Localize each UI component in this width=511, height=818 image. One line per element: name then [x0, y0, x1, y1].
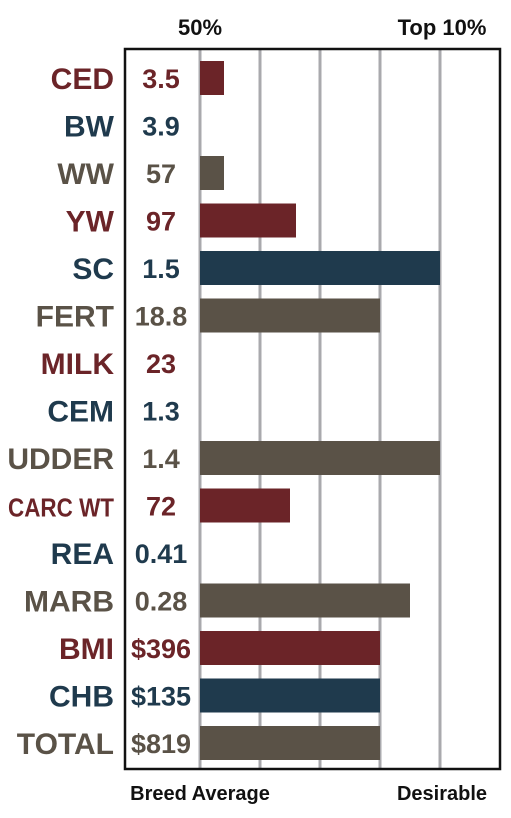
bars	[200, 61, 440, 760]
bar	[200, 726, 380, 760]
bar	[200, 156, 224, 190]
top-label-top10: Top 10%	[398, 15, 487, 40]
category-label: BMI	[59, 633, 114, 666]
value-label: 1.5	[142, 254, 180, 284]
category-label: CED	[51, 63, 114, 96]
value-label: 72	[146, 492, 176, 522]
category-label: BW	[64, 111, 115, 144]
bar	[200, 678, 380, 713]
category-label: FERT	[36, 301, 114, 334]
category-label: CEM	[47, 396, 114, 429]
bar	[200, 251, 440, 285]
category-label: SC	[72, 253, 114, 286]
value-label: $135	[131, 682, 191, 712]
category-label: CARC WT	[8, 493, 114, 523]
bar	[200, 298, 380, 333]
value-label: 3.9	[142, 112, 180, 142]
bar	[200, 631, 380, 665]
value-label: 0.41	[135, 539, 188, 569]
value-label: $819	[131, 729, 191, 759]
category-label: UDDER	[7, 443, 114, 476]
value-label: 18.8	[135, 302, 188, 332]
value-label: 23	[146, 349, 176, 379]
bottom-label-desirable: Desirable	[397, 783, 487, 805]
value-label: 1.4	[142, 444, 180, 474]
bar	[200, 61, 224, 95]
category-label: CHB	[49, 681, 114, 714]
bar	[200, 583, 410, 618]
category-label: MARB	[24, 586, 114, 619]
category-label: MILK	[41, 348, 115, 381]
value-label: 57	[146, 159, 176, 189]
category-label: TOTAL	[17, 728, 114, 761]
category-label: REA	[51, 538, 114, 571]
value-label: 1.3	[142, 397, 180, 427]
category-label: WW	[57, 158, 114, 191]
top-label-50pct: 50%	[178, 15, 222, 40]
value-label: 3.5	[142, 64, 180, 94]
plot-frame	[123, 47, 502, 771]
category-label: YW	[66, 206, 115, 239]
value-label: $396	[131, 634, 191, 664]
bar	[200, 203, 296, 238]
value-label: 97	[146, 207, 176, 237]
bar	[200, 441, 440, 475]
bar	[200, 488, 290, 523]
bottom-label-breed-average: Breed Average	[130, 783, 270, 805]
value-label: 0.28	[135, 587, 188, 617]
row-labels: CED 3.5 BW 3.9 WW 57 YW 97 SC 1.5 FERT 18.8 MILK 23 CE…	[7, 63, 191, 761]
